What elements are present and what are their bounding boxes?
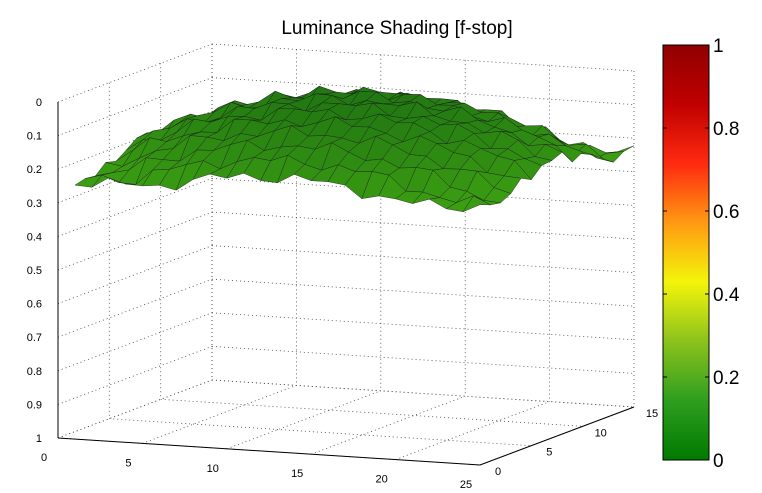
axis-line (57, 437, 481, 466)
left-wall-gridline (57, 245, 213, 304)
left-wall-gridline (57, 278, 213, 338)
back-wall-gridline (211, 346, 635, 374)
back-wall-gridline (211, 312, 635, 341)
y-tick-label: 5 (546, 447, 552, 459)
y-tick-label: 0 (495, 466, 501, 478)
chart-title: Luminance Shading [f-stop] (281, 18, 512, 39)
axes-box (57, 43, 635, 466)
colorbar-gradient (662, 44, 710, 461)
floor-gridline (211, 379, 635, 408)
surface-mesh (74, 85, 635, 213)
left-wall-gridline (57, 178, 213, 237)
left-wall-gridline (57, 211, 213, 271)
floor-gridline (226, 390, 381, 450)
colorbar-tick-label: 0.4 (713, 285, 740, 306)
z-tick-label: 0 (36, 97, 42, 109)
floor-gridline (142, 385, 297, 444)
left-wall-gridline (57, 312, 213, 372)
back-wall-gridline (211, 144, 635, 173)
floor-gridline (57, 379, 213, 439)
colorbar-tick-label: 0 (713, 451, 724, 472)
y-tick-label: 10 (595, 427, 607, 439)
back-wall-gridline (211, 379, 635, 408)
left-wall-gridline (57, 43, 213, 103)
back-wall-gridline (211, 77, 635, 105)
z-tick-label: 0.3 (27, 198, 42, 210)
y-tick-label: 15 (646, 408, 658, 420)
axis-line (479, 406, 635, 466)
z-tick-label: 1 (36, 433, 42, 445)
surface-face (462, 195, 491, 213)
x-tick-label: 10 (207, 463, 219, 475)
floor-gridline (160, 398, 583, 427)
x-tick-label: 20 (375, 474, 387, 486)
axis-ticks: 00.10.20.30.40.50.60.70.80.910 5 10 15 20 250… (27, 97, 658, 491)
z-tick-label: 0.5 (27, 265, 42, 277)
z-tick-label: 0.9 (27, 399, 42, 411)
z-tick-label: 0.8 (27, 366, 42, 378)
colorbar-tick-label: 1 (713, 36, 724, 57)
z-tick-label: 0.1 (27, 131, 42, 143)
floor-gridline (395, 401, 550, 460)
z-tick-label: 0.7 (27, 332, 42, 344)
back-wall-gridline (211, 245, 635, 273)
x-tick-label: 15 (291, 468, 303, 480)
x-tick-label: 25 (460, 479, 472, 491)
colorbar-tick-label: 0.8 (713, 119, 739, 140)
back-wall-gridline (211, 110, 635, 139)
floor-gridline (311, 395, 466, 455)
x-tick-label: 0 (41, 452, 47, 464)
colorbar-tick-label: 0.6 (713, 202, 739, 223)
back-wall-gridline (211, 278, 635, 307)
colorbar-tick-label: 0.2 (713, 368, 739, 389)
x-tick-label: 5 (125, 457, 131, 469)
z-tick-label: 0.4 (27, 231, 42, 243)
z-tick-label: 0.2 (27, 164, 42, 176)
back-wall-gridline (211, 43, 635, 72)
colorbar: 0 0.2 0.4 0.6 0.8 1 (662, 36, 740, 472)
back-wall-gridline (211, 211, 635, 240)
back-wall-gridline (211, 178, 635, 206)
floor-gridline (109, 418, 532, 447)
left-wall-gridline (57, 346, 213, 405)
z-tick-label: 0.6 (27, 299, 42, 311)
